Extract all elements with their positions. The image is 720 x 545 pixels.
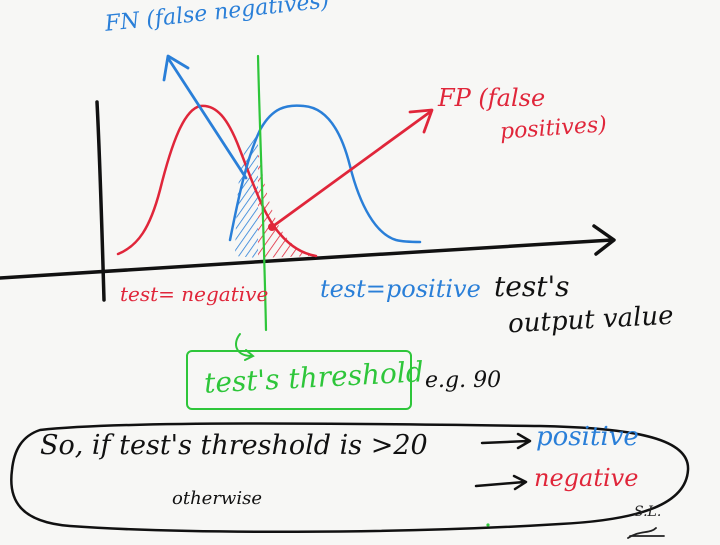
output-axis-label-line1: test's — [494, 270, 570, 303]
threshold-pointer-icon — [235, 333, 255, 361]
stray-dot — [486, 523, 490, 527]
arrow-right-icon — [480, 432, 532, 450]
negative-distribution-curve — [116, 104, 318, 258]
rule-ellipse — [10, 422, 690, 534]
test-negative-label: test= negative — [120, 282, 269, 306]
signature-scribble — [627, 527, 665, 539]
rule-positive: positive — [536, 422, 639, 452]
fp-arrowhead — [408, 108, 434, 134]
y-axis — [95, 100, 106, 302]
fp-hatched-region — [258, 150, 312, 258]
signature: S.L. — [634, 504, 662, 520]
threshold-box — [186, 350, 412, 410]
test-positive-label: test=positive — [320, 275, 481, 303]
fp-label-line1: FP (false — [438, 84, 546, 112]
threshold-example: e.g. 90 — [425, 368, 502, 393]
rule-negative: negative — [534, 464, 639, 492]
fp-arrow — [270, 110, 432, 229]
arrow-right-icon — [474, 474, 528, 491]
rule-condition: So, if test's threshold is >20 — [40, 430, 428, 461]
positive-distribution-curve — [228, 104, 422, 244]
x-axis — [0, 238, 614, 280]
x-axis-arrowhead — [592, 224, 616, 256]
threshold-line — [256, 54, 268, 332]
rule-otherwise: otherwise — [172, 488, 262, 509]
fn-hatched-region — [235, 126, 258, 258]
fn-arrow — [166, 56, 248, 180]
fn-arrowhead — [162, 54, 190, 82]
